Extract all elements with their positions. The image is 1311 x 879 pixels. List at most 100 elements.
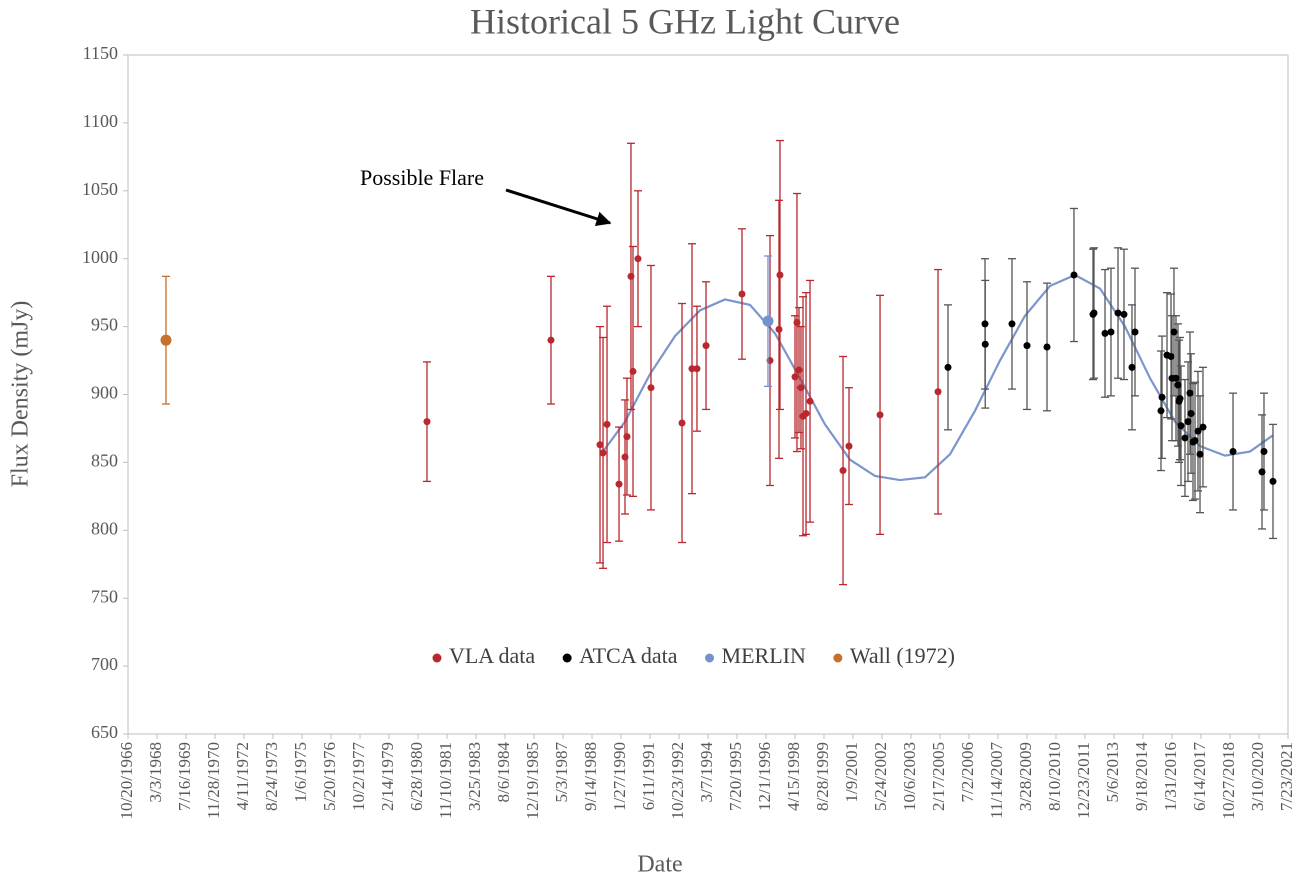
data-point: [1258, 468, 1266, 476]
data-point: [839, 467, 847, 475]
y-tick-label: 1000: [82, 247, 118, 267]
data-point: [1176, 395, 1184, 403]
x-tick-label: 2/17/2005: [929, 742, 948, 811]
plot-frame: [127, 54, 1289, 735]
data-point: [1157, 407, 1165, 415]
x-tick-label: 10/27/2018: [1219, 742, 1238, 819]
data-point: [776, 271, 784, 279]
x-tick-label: 8/28/1999: [813, 742, 832, 811]
data-point: [797, 384, 805, 392]
y-tick-label: 650: [91, 722, 118, 742]
data-point: [621, 453, 629, 461]
legend-label: VLA data: [449, 643, 535, 668]
x-tick-label: 10/2/1977: [349, 742, 368, 811]
data-point: [693, 365, 701, 373]
data-point: [547, 336, 555, 344]
x-tick-label: 3/7/1994: [697, 742, 716, 803]
y-tick-label: 950: [91, 315, 118, 335]
data-point: [738, 290, 746, 298]
data-point: [1260, 448, 1268, 456]
data-point: [1023, 342, 1031, 350]
data-point: [1008, 320, 1016, 328]
y-tick-label: 1050: [82, 179, 118, 199]
data-point: [678, 419, 686, 427]
x-tick-label: 3/25/1983: [465, 742, 484, 811]
x-tick-label: 9/18/2014: [1132, 742, 1151, 811]
x-tick-label: 5/6/2013: [1103, 742, 1122, 802]
x-tick-label: 8/6/1984: [494, 742, 513, 803]
x-tick-label: 2/14/1979: [378, 742, 397, 811]
y-tick-label: 750: [91, 586, 118, 606]
y-tick-label: 850: [91, 451, 118, 471]
x-tick-label: 6/14/2017: [1190, 742, 1209, 811]
data-point: [1181, 434, 1189, 442]
data-point: [1120, 310, 1128, 318]
data-point: [1101, 329, 1109, 337]
x-tick-label: 7/23/2021: [1277, 742, 1296, 811]
data-point: [647, 384, 655, 392]
data-point: [1043, 343, 1051, 351]
data-point: [1167, 352, 1175, 360]
x-tick-label: 12/23/2011: [1074, 742, 1093, 819]
data-point: [762, 315, 774, 327]
data-point: [1194, 427, 1202, 435]
x-tick-label: 3/3/1968: [146, 742, 165, 802]
data-point: [795, 366, 803, 374]
legend-label: Wall (1972): [850, 643, 955, 668]
data-point: [1187, 410, 1195, 418]
x-tick-label: 8/10/2010: [1045, 742, 1064, 811]
legend-marker: [833, 653, 843, 663]
data-point: [688, 365, 696, 373]
data-point: [1184, 418, 1192, 426]
legend-marker: [562, 653, 572, 663]
data-point: [615, 480, 623, 488]
x-tick-label: 3/10/2020: [1248, 742, 1267, 811]
legend-marker: [705, 653, 715, 663]
data-point: [627, 272, 635, 280]
x-tick-label: 1/6/1975: [291, 742, 310, 802]
data-point: [845, 442, 853, 450]
x-tick-label: 1/27/1990: [610, 742, 629, 811]
legend-label: MERLIN: [722, 643, 806, 668]
data-point: [1107, 328, 1115, 336]
x-tick-label: 12/19/1985: [523, 742, 542, 819]
data-point: [1186, 389, 1194, 397]
data-point: [1177, 422, 1185, 430]
y-tick-label: 700: [91, 654, 118, 674]
x-tick-label: 7/16/1969: [175, 742, 194, 811]
data-point: [423, 418, 431, 426]
data-point: [981, 340, 989, 348]
data-point: [806, 397, 814, 405]
data-point: [702, 342, 710, 350]
data-point: [1131, 328, 1139, 336]
y-tick-label: 1150: [83, 43, 118, 63]
data-point: [1170, 328, 1178, 336]
x-tick-label: 11/10/1981: [436, 742, 455, 819]
x-tick-label: 4/11/1972: [233, 742, 252, 810]
data-point: [802, 410, 810, 418]
annotation: Possible Flare: [360, 165, 484, 190]
x-tick-label: 5/24/2002: [871, 742, 890, 811]
data-point: [1174, 381, 1182, 389]
data-point: [775, 325, 783, 333]
data-point: [934, 388, 942, 396]
data-point: [1269, 477, 1277, 485]
x-tick-label: 7/2/2006: [958, 742, 977, 802]
data-point: [1199, 423, 1207, 431]
x-tick-label: 1/9/2001: [842, 742, 861, 802]
annotation-arrow: [505, 188, 612, 227]
data-point: [599, 449, 607, 457]
x-tick-label: 9/14/1988: [581, 742, 600, 811]
x-tick-label: 10/23/1992: [668, 742, 687, 819]
data-point: [1158, 393, 1166, 401]
x-tick-label: 12/1/1996: [755, 742, 774, 811]
data-point: [981, 320, 989, 328]
x-tick-label: 10/20/1966: [117, 742, 136, 819]
data-point: [1229, 448, 1237, 456]
y-tick-label: 1100: [83, 111, 118, 131]
data-point: [634, 255, 642, 263]
x-tick-label: 8/24/1973: [262, 742, 281, 811]
y-tick-label: 800: [91, 518, 118, 538]
data-point: [1128, 363, 1136, 371]
